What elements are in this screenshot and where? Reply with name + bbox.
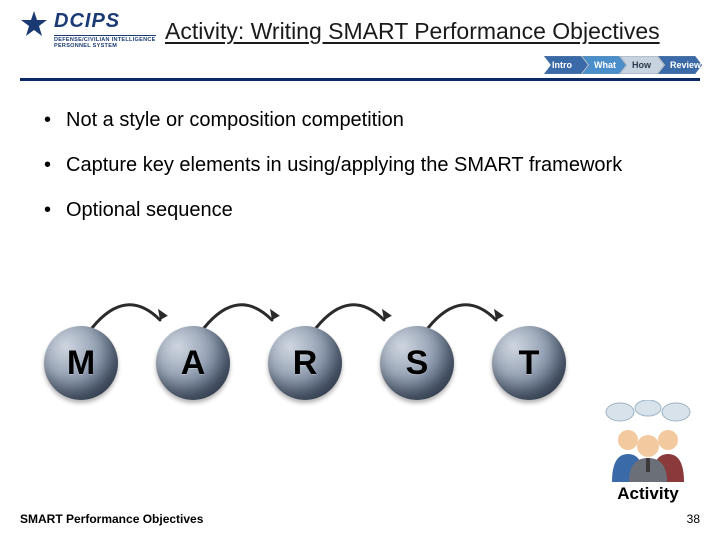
sphere-letter: S — [406, 344, 429, 383]
logo-sub: DEFENSE/CIVILIAN INTELLIGENCE PERSONNEL … — [54, 35, 156, 49]
sphere-letter: T — [519, 344, 540, 383]
nav-tabs: IntroWhatHowReview — [544, 56, 702, 74]
logo-main: DCIPS — [54, 10, 156, 33]
sequence-diagram: MARST — [44, 292, 570, 400]
header: DCIPS DEFENSE/CIVILIAN INTELLIGENCE PERS… — [0, 0, 720, 78]
sphere-m: M — [44, 326, 118, 400]
bullet-item: Optional sequence — [44, 198, 654, 223]
activity-label: Activity — [617, 484, 678, 504]
activity-block: Activity — [598, 400, 698, 504]
sphere-a: A — [156, 326, 230, 400]
sphere-letter: R — [293, 344, 318, 383]
nav-tab-review[interactable]: Review — [658, 56, 702, 74]
page-title: Activity: Writing SMART Performance Obje… — [165, 18, 660, 45]
sequence-item-r: R — [268, 292, 380, 400]
divider — [20, 78, 700, 81]
sphere-s: S — [380, 326, 454, 400]
sphere-r: R — [268, 326, 342, 400]
star-icon — [20, 10, 48, 38]
bullet-list: Not a style or composition competition Ca… — [44, 108, 654, 243]
bullet-item: Capture key elements in using/applying t… — [44, 153, 654, 178]
people-icon — [598, 400, 698, 482]
bullet-item: Not a style or composition competition — [44, 108, 654, 133]
sphere-letter: A — [181, 344, 206, 383]
logo: DCIPS DEFENSE/CIVILIAN INTELLIGENCE PERS… — [20, 10, 156, 49]
page-number: 38 — [687, 512, 700, 526]
sequence-item-a: A — [156, 292, 268, 400]
sphere-letter: M — [67, 344, 95, 383]
sequence-item-m: M — [44, 292, 156, 400]
sphere-t: T — [492, 326, 566, 400]
sequence-item-s: S — [380, 292, 492, 400]
footer-left: SMART Performance Objectives — [20, 512, 203, 526]
sequence-item-t: T — [492, 292, 570, 400]
